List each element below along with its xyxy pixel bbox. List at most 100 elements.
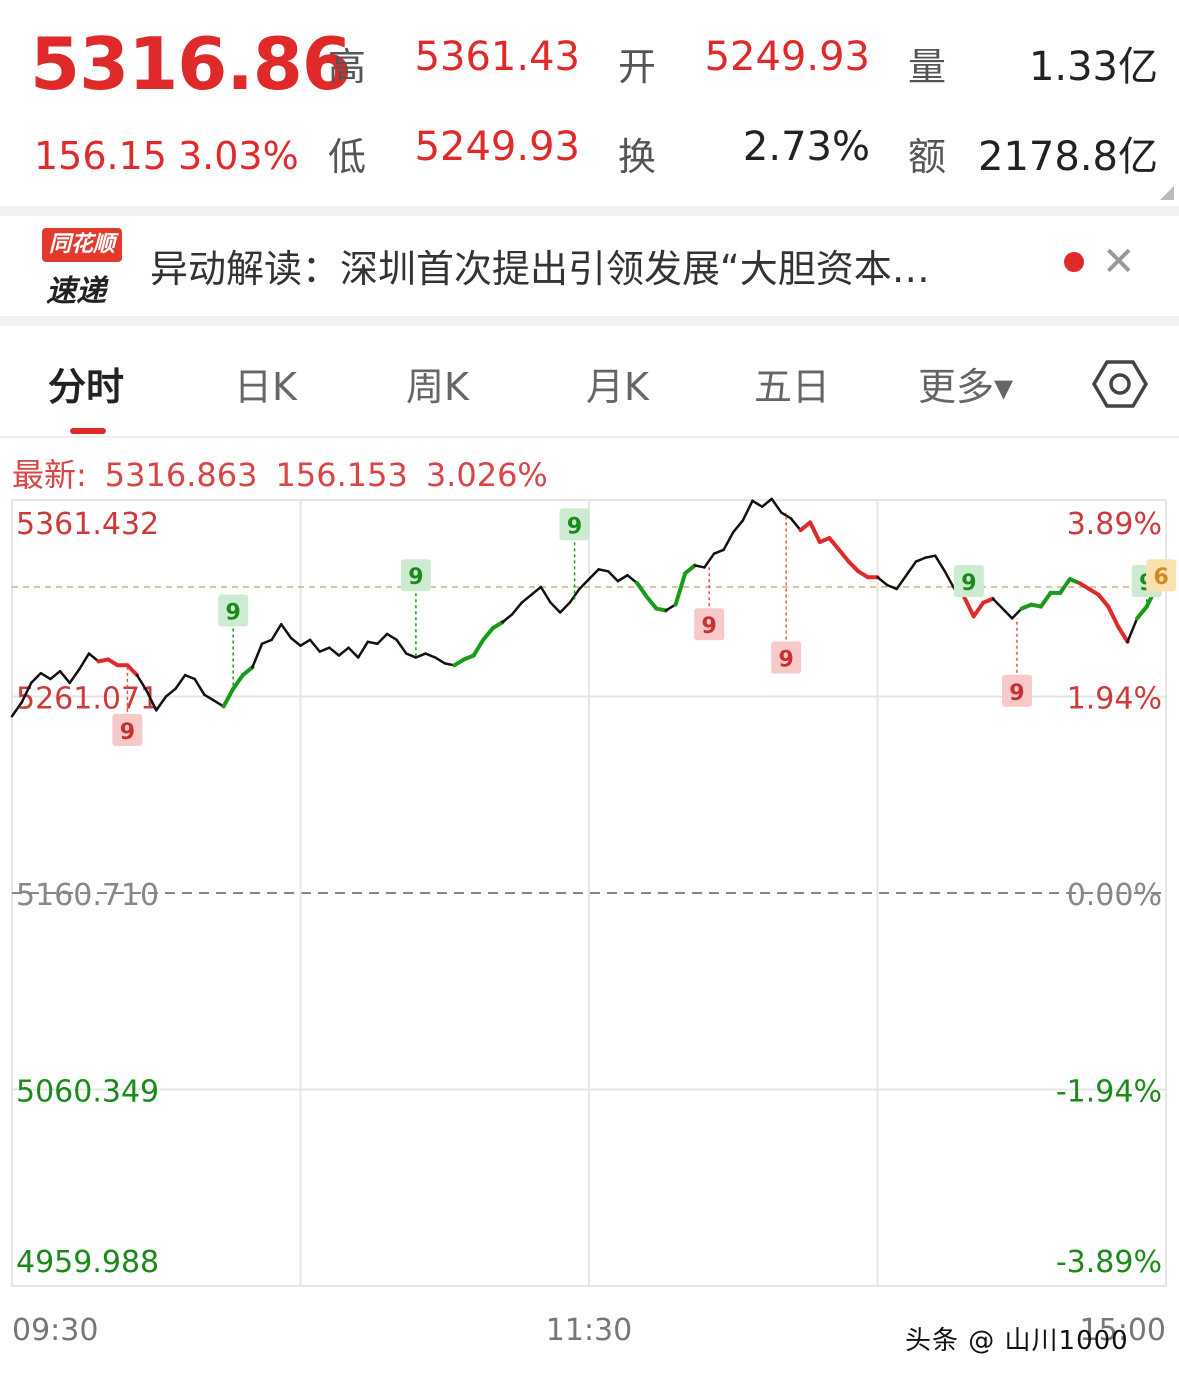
price-segment bbox=[58, 669, 71, 685]
news-banner[interactable]: 同花顺 速递 异动解读：深圳首次提出引领发展“大胆资本… bbox=[0, 216, 1179, 314]
expand-corner-icon[interactable] bbox=[1160, 186, 1174, 200]
price-segment bbox=[424, 652, 437, 659]
hexagon-settings-icon[interactable] bbox=[1092, 356, 1148, 412]
price-segment bbox=[501, 613, 514, 624]
close-icon[interactable]: ✕ bbox=[1102, 239, 1136, 285]
price-segment bbox=[568, 587, 581, 604]
active-tab-indicator bbox=[70, 428, 106, 434]
price-segment bbox=[673, 571, 688, 607]
y-tick-right: 0.00% bbox=[1067, 878, 1162, 913]
price-segment bbox=[895, 573, 908, 591]
price-segment bbox=[280, 622, 293, 640]
news-headline[interactable]: 异动解读：深圳首次提出引领发展“大胆资本… bbox=[150, 247, 930, 291]
signal-markers: 9999999996 bbox=[112, 508, 1177, 746]
signal-label: 9 bbox=[778, 647, 793, 672]
price-segment bbox=[308, 638, 321, 653]
signal-badge bbox=[1146, 559, 1177, 592]
signal-marker: 6 bbox=[1146, 559, 1177, 592]
tab-more[interactable]: 更多▾ bbox=[918, 365, 1014, 409]
tab-intraday[interactable]: 分时 bbox=[48, 365, 125, 409]
signal-marker: 9 bbox=[1001, 618, 1032, 707]
price-segment bbox=[433, 656, 446, 665]
volume-label: 量 bbox=[908, 45, 947, 89]
price-segment bbox=[240, 665, 255, 678]
high-label: 高 bbox=[328, 45, 367, 89]
unread-dot-icon bbox=[1064, 252, 1084, 272]
price-segment bbox=[644, 594, 659, 611]
price-segment bbox=[683, 563, 697, 576]
price-segment bbox=[549, 601, 562, 614]
signal-label: 9 bbox=[961, 571, 976, 596]
price-segment bbox=[490, 620, 505, 631]
price-segment bbox=[616, 573, 629, 583]
price-segment bbox=[597, 568, 610, 573]
price-segment bbox=[914, 556, 927, 563]
price-segment bbox=[635, 581, 649, 599]
price-segment bbox=[1135, 604, 1149, 621]
price-segment bbox=[1096, 592, 1111, 609]
signal-label: 9 bbox=[567, 514, 582, 539]
y-tick-right: -1.94% bbox=[1056, 1075, 1162, 1110]
price-change-pct: 3.03% bbox=[178, 134, 299, 178]
price-segment bbox=[318, 646, 331, 653]
turnover-label: 换 bbox=[618, 135, 657, 179]
price-segment bbox=[876, 575, 889, 587]
signal-label: 6 bbox=[1154, 565, 1169, 590]
latest-readout: 最新: 5316.863 156.153 3.026% bbox=[12, 450, 566, 496]
volume-value: 1.33亿 bbox=[1028, 44, 1158, 90]
price-segment bbox=[68, 667, 81, 685]
signal-label: 9 bbox=[226, 600, 241, 625]
price-segment bbox=[155, 695, 168, 712]
x-tick-label: 09:30 bbox=[12, 1313, 98, 1348]
signal-badge bbox=[218, 594, 249, 627]
signal-badge bbox=[1001, 674, 1032, 707]
price-segment bbox=[481, 626, 495, 642]
price-segment bbox=[732, 519, 745, 534]
signal-marker: 9 bbox=[218, 594, 249, 689]
open-label: 开 bbox=[618, 45, 657, 89]
price-segment bbox=[991, 597, 1004, 610]
price-segment bbox=[1010, 607, 1023, 620]
price-segment bbox=[760, 497, 773, 508]
y-tick-left: 4959.988 bbox=[16, 1245, 159, 1280]
tab-monthly-k[interactable]: 月K bbox=[586, 365, 649, 409]
price-segment bbox=[558, 601, 572, 614]
price-segment bbox=[530, 585, 543, 597]
price-segment bbox=[606, 570, 620, 583]
x-tick-label: 11:30 bbox=[546, 1313, 632, 1348]
price-segment bbox=[846, 559, 861, 574]
divider bbox=[0, 206, 1179, 216]
price-segment bbox=[39, 671, 52, 681]
price-segment bbox=[520, 593, 533, 604]
price-segment bbox=[87, 652, 100, 663]
current-price: 5316.86 bbox=[30, 22, 352, 106]
tab-five-day[interactable]: 五日 bbox=[754, 365, 831, 409]
price-segment bbox=[827, 536, 842, 552]
intraday-chart[interactable]: 5361.432 3.89% 5261.071 1.94% 5160.710 0.00% 5… bbox=[0, 490, 1179, 1376]
signal-label: 9 bbox=[1009, 681, 1024, 706]
price-segment bbox=[722, 530, 735, 552]
price-segment bbox=[10, 701, 23, 718]
latest-price: 5316.863 bbox=[104, 456, 258, 494]
price-segment bbox=[712, 548, 725, 555]
price-segment bbox=[337, 646, 350, 657]
price-segment bbox=[578, 577, 591, 591]
price-segment bbox=[49, 669, 62, 681]
price-segment bbox=[395, 638, 408, 655]
price-segment bbox=[741, 499, 754, 522]
price-segment bbox=[924, 554, 937, 559]
price-segment bbox=[174, 673, 187, 691]
price-segment bbox=[539, 585, 552, 604]
ths-logo: 同花顺 速递 bbox=[38, 226, 124, 309]
logo-top-text: 同花顺 bbox=[42, 228, 122, 262]
price-segment bbox=[1115, 624, 1130, 644]
tab-weekly-k[interactable]: 周K bbox=[406, 365, 469, 409]
price-segment bbox=[289, 636, 302, 647]
price-segment bbox=[376, 632, 389, 646]
chart-grid bbox=[11, 499, 1167, 1287]
price-segment bbox=[751, 499, 764, 508]
tab-daily-k[interactable]: 日K bbox=[234, 365, 297, 409]
price-segment bbox=[962, 594, 976, 619]
price-segment bbox=[203, 693, 216, 702]
quote-header: 5316.86 156.15 3.03% 高 5361.43 开 5249.93… bbox=[0, 0, 1179, 208]
